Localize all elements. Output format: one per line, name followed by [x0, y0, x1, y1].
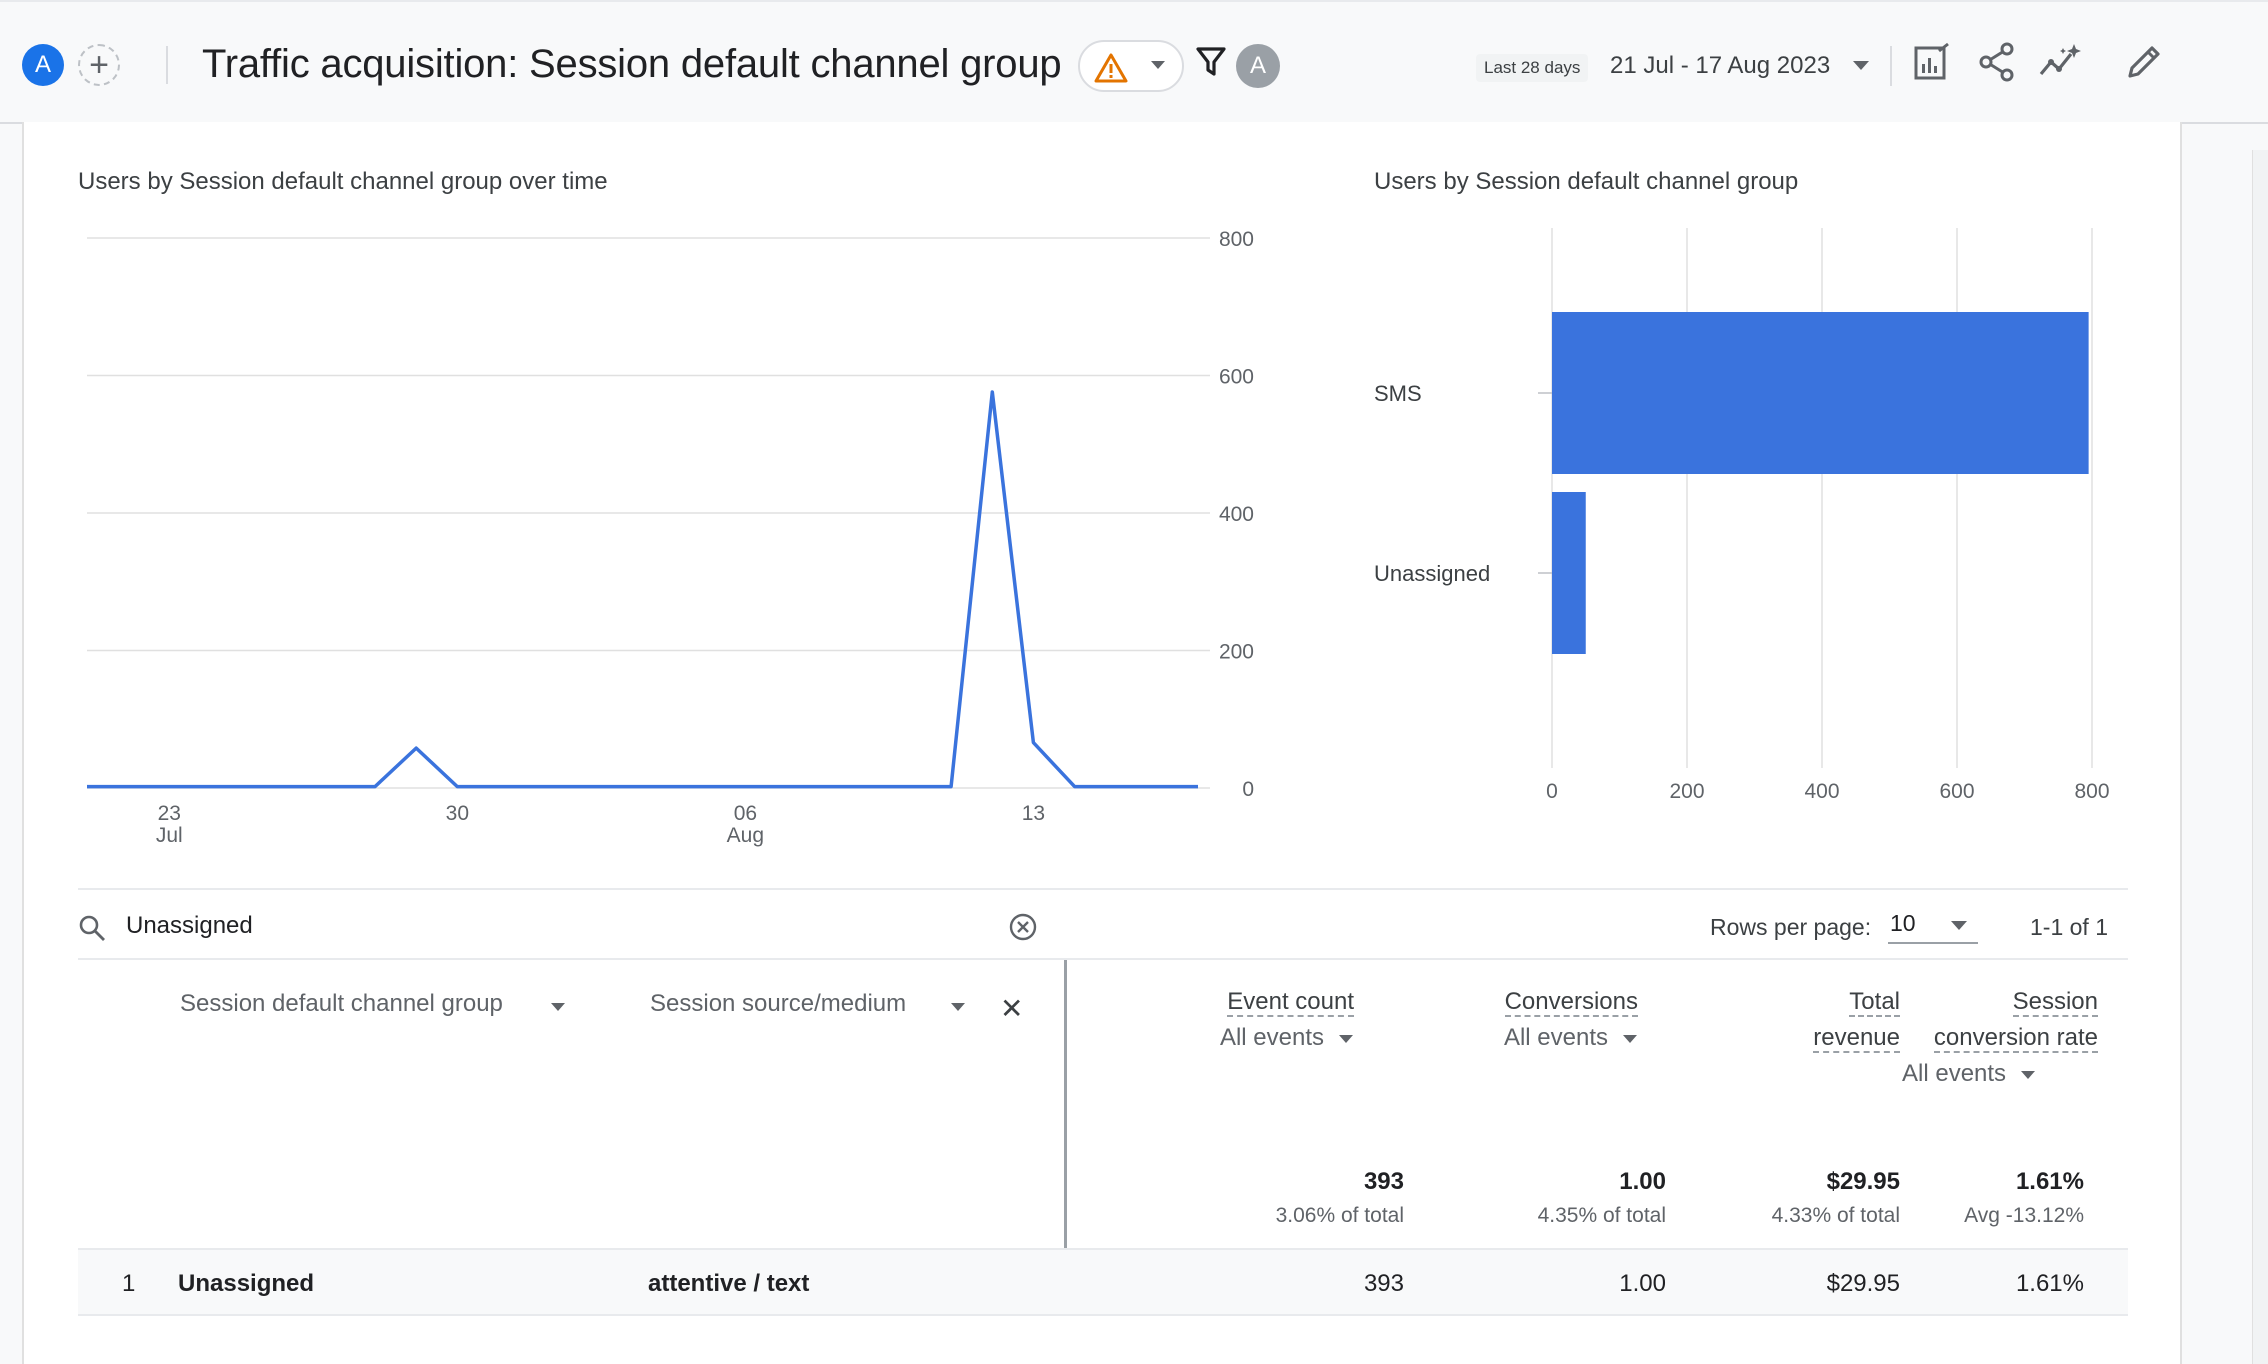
data-quality-chip[interactable] [1078, 40, 1184, 92]
x-tick-label: 06 [734, 802, 757, 825]
page-title: Traffic acquisition: Session default cha… [202, 42, 1062, 86]
y-tick-label: 0 [1242, 778, 1254, 801]
x-tick-label: 600 [1939, 780, 1974, 800]
y-tick-label: 200 [1219, 641, 1254, 664]
metric-header-total-revenue[interactable]: Total revenue [1688, 984, 1900, 1056]
share-icon[interactable] [1978, 42, 2016, 82]
y-tick-label: 400 [1219, 503, 1254, 526]
warning-icon [1094, 53, 1128, 83]
rows-per-page-label: Rows per page: [1710, 914, 1872, 940]
remove-dimension-button[interactable]: ✕ [1000, 993, 1024, 1024]
row-index: 1 [122, 1270, 136, 1297]
line-chart-title: Users by Session default channel group o… [78, 168, 608, 195]
chevron-down-icon[interactable] [1622, 1034, 1638, 1044]
clear-search-icon[interactable] [1008, 912, 1038, 942]
y-tick-label: 600 [1219, 366, 1254, 389]
rows-per-page-value: 10 [1890, 910, 1916, 936]
rows-per-page-select[interactable]: 10 [1888, 908, 1978, 944]
category-label: SMS [1374, 381, 1422, 406]
chevron-down-icon [1151, 61, 1165, 69]
cell-revenue: $29.95 [1826, 1270, 1900, 1297]
x-tick-label: 400 [1804, 780, 1839, 800]
metric-name: Conversions [1504, 988, 1638, 1017]
metric-name: conversion rate [1933, 1024, 2098, 1053]
metric-name: Session [2012, 988, 2098, 1017]
date-range-picker[interactable]: 21 Jul - 17 Aug 2023 [1610, 52, 1831, 79]
bar [1552, 492, 1586, 654]
chevron-down-icon [1951, 921, 1967, 930]
total-conversions: 1.00 [1619, 1168, 1666, 1195]
event-filter-select[interactable]: All events [1902, 1060, 2007, 1087]
customize-report-icon[interactable] [1912, 42, 1952, 82]
dimension-header-source-medium-label[interactable]: Session source/medium [650, 990, 907, 1017]
x-tick-label: 800 [2074, 780, 2109, 800]
bar-chart[interactable]: 0 200 400 600 800 SMS Unassigned [1360, 220, 2140, 800]
cell-conversions: 1.00 [1619, 1270, 1666, 1297]
dimension-metric-divider [1064, 960, 1067, 1316]
header-divider [1890, 46, 1892, 86]
data-table: Session default channel group Session so… [78, 960, 2128, 1316]
total-conversion-rate-avg: Avg -13.12% [1964, 1204, 2084, 1227]
metric-name: Total [1849, 988, 1900, 1017]
insights-icon[interactable] [2038, 42, 2082, 82]
cell-event-count: 393 [1363, 1270, 1404, 1297]
comparison-avatar-secondary[interactable]: A [1236, 44, 1280, 88]
y-tick-label: 800 [1219, 228, 1254, 251]
x-tick-label: 23 [158, 802, 181, 825]
x-tick-label: 200 [1669, 780, 1704, 800]
x-tick-label: 0 [1546, 780, 1558, 800]
bar [1552, 312, 2089, 474]
x-tick-month-label: Aug [727, 824, 764, 847]
cell-conversion-rate: 1.61% [2015, 1270, 2084, 1297]
metric-header-session-conversion-rate[interactable]: Session conversion rate All events [1878, 984, 2098, 1092]
total-conversion-rate: 1.61% [2015, 1168, 2084, 1195]
series-line [87, 390, 1198, 789]
chevron-down-icon[interactable] [950, 1002, 966, 1012]
total-conversions-share: 4.35% of total [1537, 1204, 1666, 1227]
event-filter-select[interactable]: All events [1503, 1024, 1608, 1051]
table-toolbar: Unassigned Rows per page: 10 1-1 of 1 [78, 888, 2128, 960]
search-input[interactable]: Unassigned [126, 912, 253, 939]
filter-icon[interactable] [1196, 46, 1226, 78]
comparison-avatar[interactable]: A [22, 44, 64, 86]
table-row[interactable]: 1 Unassigned attentive / text 393 1.00 $… [78, 1248, 2128, 1316]
x-tick-label: 13 [1022, 802, 1045, 825]
total-revenue-share: 4.33% of total [1771, 1204, 1900, 1227]
cell-channel: Unassigned [178, 1270, 315, 1297]
page-scrollbar[interactable] [2252, 150, 2268, 1364]
metric-name: Event count [1227, 988, 1354, 1017]
x-tick-month-label: Jul [156, 824, 183, 847]
x-tick-label: 30 [446, 802, 469, 825]
add-comparison-button[interactable]: + [78, 44, 120, 86]
pagination-status: 1-1 of 1 [2030, 914, 2108, 940]
date-preset-badge: Last 28 days [1476, 54, 1589, 82]
search-icon [79, 915, 105, 941]
header-divider [166, 46, 168, 84]
event-filter-select[interactable]: All events [1219, 1024, 1324, 1051]
metric-header-event-count[interactable]: Event count All events [1128, 984, 1354, 1056]
report-header: A + Traffic acquisition: Session default… [0, 0, 2268, 124]
total-revenue: $29.95 [1826, 1168, 1900, 1195]
cell-source-medium: attentive / text [648, 1270, 810, 1297]
edit-icon[interactable] [2124, 42, 2164, 82]
chevron-down-icon[interactable] [2020, 1070, 2036, 1080]
total-event-count: 393 [1363, 1168, 1404, 1195]
category-label: Unassigned [1374, 561, 1490, 586]
total-event-count-share: 3.06% of total [1275, 1204, 1404, 1227]
dimension-header-channel[interactable]: Session default channel group [180, 990, 503, 1017]
chevron-down-icon[interactable] [1852, 60, 1870, 71]
chevron-down-icon[interactable] [1338, 1034, 1354, 1044]
bar-chart-title: Users by Session default channel group [1374, 168, 1799, 195]
chevron-down-icon[interactable] [550, 1002, 566, 1012]
metric-name: revenue [1813, 1024, 1900, 1053]
metric-header-conversions[interactable]: Conversions All events [1368, 984, 1638, 1056]
